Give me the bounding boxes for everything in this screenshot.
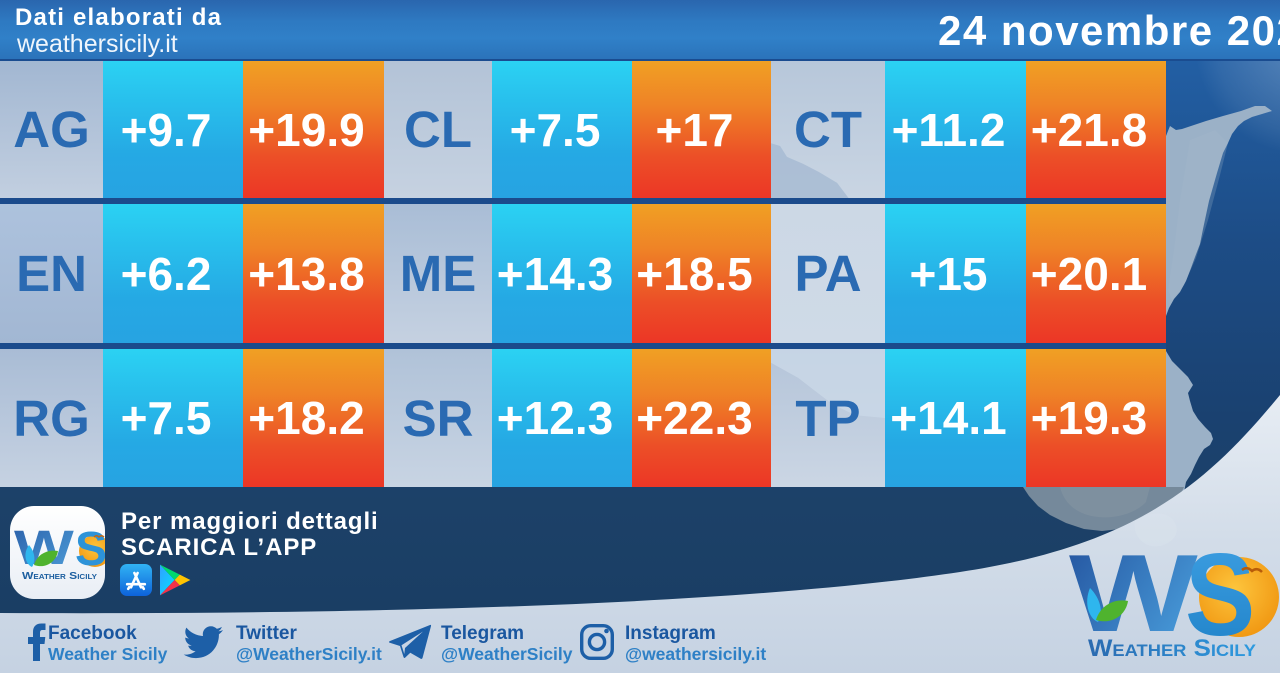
svg-text:Weather Sicily: Weather Sicily bbox=[22, 570, 97, 582]
svg-text:W: W bbox=[14, 520, 74, 574]
svg-text:S: S bbox=[75, 523, 105, 576]
svg-text:Weather Sicily: Weather Sicily bbox=[1088, 635, 1257, 662]
svg-text:S: S bbox=[1185, 540, 1255, 660]
